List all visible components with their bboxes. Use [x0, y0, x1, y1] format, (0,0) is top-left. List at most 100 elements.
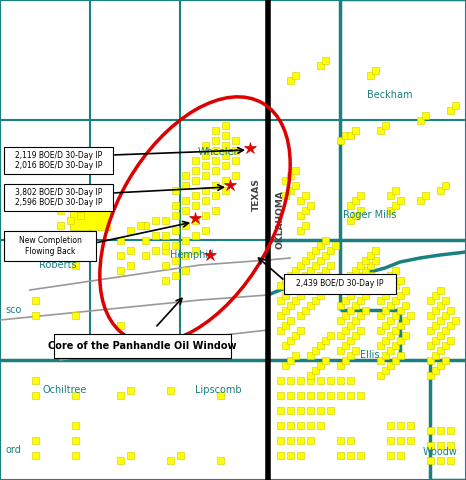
Bar — [322, 57, 329, 63]
Bar — [391, 187, 398, 193]
Bar — [386, 206, 393, 214]
Bar — [166, 386, 173, 394]
Bar — [151, 247, 158, 253]
Bar — [446, 456, 453, 464]
Bar — [307, 407, 314, 413]
Bar — [342, 297, 349, 303]
Bar — [351, 127, 358, 133]
Bar — [366, 262, 374, 268]
Bar — [287, 301, 294, 309]
Bar — [347, 376, 354, 384]
Bar — [366, 72, 374, 79]
Bar — [316, 291, 323, 299]
Bar — [302, 221, 308, 228]
Bar — [397, 291, 404, 299]
Bar — [347, 272, 354, 278]
Bar — [276, 297, 283, 303]
Bar — [377, 281, 384, 288]
Bar — [382, 336, 389, 344]
Bar — [347, 436, 354, 444]
Bar — [351, 316, 358, 324]
Bar — [342, 287, 349, 293]
Bar — [322, 266, 329, 274]
Bar — [391, 281, 398, 288]
Bar — [276, 407, 283, 413]
Bar — [181, 171, 189, 179]
Bar — [377, 297, 384, 303]
Bar — [426, 357, 433, 363]
Bar — [201, 142, 208, 148]
Bar — [327, 332, 334, 338]
Bar — [366, 287, 374, 293]
Bar — [316, 361, 323, 369]
Bar — [437, 347, 444, 353]
Bar — [221, 132, 228, 139]
Bar — [391, 202, 398, 208]
Bar — [386, 452, 393, 458]
Bar — [201, 187, 208, 193]
Bar — [142, 252, 149, 259]
Bar — [71, 231, 78, 239]
Bar — [116, 266, 123, 274]
Bar — [287, 187, 294, 193]
Bar — [446, 307, 453, 313]
Bar — [351, 266, 358, 274]
Bar — [426, 456, 433, 464]
Bar — [342, 357, 349, 363]
Bar — [212, 136, 219, 144]
Bar — [296, 376, 303, 384]
Bar — [181, 181, 189, 189]
Bar — [356, 312, 363, 319]
Bar — [397, 322, 404, 328]
Bar — [212, 181, 219, 189]
Bar — [437, 287, 444, 293]
Bar — [327, 407, 334, 413]
Bar — [171, 212, 178, 218]
Bar — [391, 266, 398, 274]
Bar — [302, 287, 308, 293]
Bar — [331, 241, 338, 249]
Bar — [307, 376, 314, 384]
Bar — [296, 276, 303, 284]
Bar — [422, 192, 429, 199]
Bar — [362, 266, 369, 274]
Bar — [382, 322, 389, 328]
Bar — [382, 351, 389, 359]
Text: 2,119 BOE/D 30-Day IP
2,016 BOE/D 30-Day IP: 2,119 BOE/D 30-Day IP 2,016 BOE/D 30-Day… — [15, 151, 102, 170]
Bar — [452, 316, 459, 324]
Text: Ochiltree: Ochiltree — [43, 385, 87, 395]
Bar — [307, 351, 314, 359]
Bar — [71, 262, 78, 268]
Bar — [296, 212, 303, 218]
Bar — [342, 326, 349, 334]
Bar — [327, 376, 334, 384]
Bar — [281, 341, 288, 348]
Bar — [316, 341, 323, 348]
Bar — [347, 216, 354, 224]
Bar — [307, 436, 314, 444]
Bar — [221, 142, 228, 148]
Bar — [287, 421, 294, 429]
Bar — [417, 196, 424, 204]
Text: Core of the Panhandle Oil Window: Core of the Panhandle Oil Window — [48, 341, 237, 351]
Bar — [70, 195, 110, 230]
Bar — [201, 161, 208, 168]
Bar — [426, 341, 433, 348]
Bar — [382, 367, 389, 373]
Bar — [151, 231, 158, 239]
Bar — [192, 156, 199, 164]
Bar — [142, 237, 149, 243]
Text: OKLAHOMA: OKLAHOMA — [275, 191, 285, 250]
Bar — [386, 301, 393, 309]
Bar — [171, 187, 178, 193]
Bar — [212, 167, 219, 173]
Bar — [276, 281, 283, 288]
Bar — [302, 272, 308, 278]
Bar — [437, 361, 444, 369]
Bar — [292, 167, 299, 173]
Bar — [171, 202, 178, 208]
Bar — [336, 392, 343, 398]
Bar — [177, 452, 184, 458]
Bar — [426, 297, 433, 303]
Bar — [116, 237, 123, 243]
